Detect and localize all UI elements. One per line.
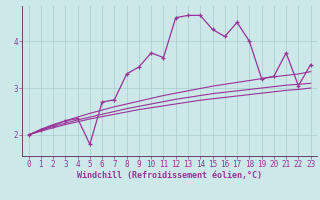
X-axis label: Windchill (Refroidissement éolien,°C): Windchill (Refroidissement éolien,°C) xyxy=(77,171,262,180)
